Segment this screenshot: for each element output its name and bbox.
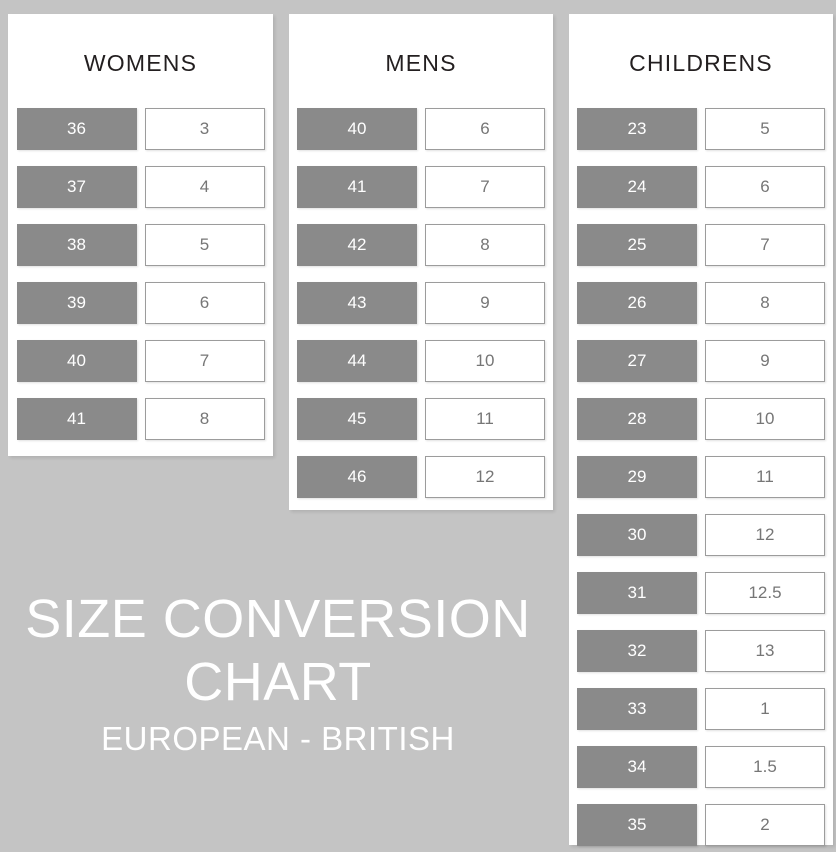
- european-size-cell: 24: [577, 166, 697, 208]
- size-row: 40 6: [297, 108, 545, 150]
- size-row: 29 11: [577, 456, 825, 498]
- title-block: SIZE CONVERSION CHART EUROPEAN - BRITISH: [0, 588, 556, 758]
- british-size-cell: 8: [144, 398, 265, 440]
- size-row: 23 5: [577, 108, 825, 150]
- british-size-cell: 9: [705, 340, 825, 382]
- british-size-cell: 10: [425, 340, 545, 382]
- size-row: 25 7: [577, 224, 825, 266]
- size-row: 41 7: [297, 166, 545, 208]
- british-size-cell: 12.5: [705, 572, 825, 614]
- british-size-cell: 5: [144, 224, 265, 266]
- european-size-cell: 40: [16, 340, 137, 382]
- british-size-cell: 4: [144, 166, 265, 208]
- british-size-cell: 12: [705, 514, 825, 556]
- size-row: 26 8: [577, 282, 825, 324]
- british-size-cell: 13: [705, 630, 825, 672]
- size-row: 42 8: [297, 224, 545, 266]
- european-size-cell: 43: [297, 282, 417, 324]
- size-row: 44 10: [297, 340, 545, 382]
- european-size-cell: 35: [577, 804, 697, 846]
- european-size-cell: 28: [577, 398, 697, 440]
- european-size-cell: 46: [297, 456, 417, 498]
- british-size-cell: 3: [144, 108, 265, 150]
- british-size-cell: 9: [425, 282, 545, 324]
- size-row: 45 11: [297, 398, 545, 440]
- size-row: 32 13: [577, 630, 825, 672]
- size-row: 34 1.5: [577, 746, 825, 788]
- european-size-cell: 39: [16, 282, 137, 324]
- size-row: 28 10: [577, 398, 825, 440]
- size-card-womens: WOMENS 36 3 37 4 38 5 39 6 40 7 41 8: [8, 14, 273, 456]
- european-size-cell: 41: [16, 398, 137, 440]
- european-size-cell: 40: [297, 108, 417, 150]
- european-size-cell: 32: [577, 630, 697, 672]
- british-size-cell: 7: [425, 166, 545, 208]
- british-size-cell: 1: [705, 688, 825, 730]
- size-row: 38 5: [16, 224, 265, 266]
- european-size-cell: 34: [577, 746, 697, 788]
- size-row: 24 6: [577, 166, 825, 208]
- size-row: 30 12: [577, 514, 825, 556]
- european-size-cell: 33: [577, 688, 697, 730]
- card-heading-mens: MENS: [385, 50, 457, 76]
- size-row: 27 9: [577, 340, 825, 382]
- european-size-cell: 37: [16, 166, 137, 208]
- main-title-line-2: CHART: [184, 652, 372, 713]
- main-title-line-1: SIZE CONVERSION: [25, 589, 531, 649]
- size-row-list-childrens: 23 5 24 6 25 7 26 8 27 9 28 10 29 11 30 12 31 12.5 32 13 33 1…: [569, 108, 833, 846]
- size-card-mens: MENS 40 6 41 7 42 8 43 9 44 10 45 11 46 12: [289, 14, 553, 510]
- european-size-cell: 30: [577, 514, 697, 556]
- british-size-cell: 12: [425, 456, 545, 498]
- british-size-cell: 6: [425, 108, 545, 150]
- european-size-cell: 23: [577, 108, 697, 150]
- size-row: 46 12: [297, 456, 545, 498]
- british-size-cell: 11: [425, 398, 545, 440]
- european-size-cell: 45: [297, 398, 417, 440]
- british-size-cell: 7: [705, 224, 825, 266]
- subtitle: EUROPEAN - BRITISH: [101, 720, 455, 758]
- european-size-cell: 29: [577, 456, 697, 498]
- european-size-cell: 31: [577, 572, 697, 614]
- british-size-cell: 6: [144, 282, 265, 324]
- british-size-cell: 2: [705, 804, 825, 846]
- european-size-cell: 27: [577, 340, 697, 382]
- size-row-list-womens: 36 3 37 4 38 5 39 6 40 7 41 8: [8, 108, 273, 440]
- european-size-cell: 44: [297, 340, 417, 382]
- size-row-list-mens: 40 6 41 7 42 8 43 9 44 10 45 11 46 12: [289, 108, 553, 498]
- british-size-cell: 8: [425, 224, 545, 266]
- european-size-cell: 25: [577, 224, 697, 266]
- british-size-cell: 8: [705, 282, 825, 324]
- european-size-cell: 42: [297, 224, 417, 266]
- european-size-cell: 26: [577, 282, 697, 324]
- size-row: 40 7: [16, 340, 265, 382]
- size-row: 37 4: [16, 166, 265, 208]
- british-size-cell: 10: [705, 398, 825, 440]
- british-size-cell: 7: [144, 340, 265, 382]
- main-title: SIZE CONVERSION CHART: [0, 588, 556, 714]
- size-row: 33 1: [577, 688, 825, 730]
- card-heading-womens: WOMENS: [83, 50, 198, 76]
- size-row: 43 9: [297, 282, 545, 324]
- european-size-cell: 36: [16, 108, 137, 150]
- british-size-cell: 6: [705, 166, 825, 208]
- size-row: 35 2: [577, 804, 825, 846]
- size-row: 41 8: [16, 398, 265, 440]
- size-row: 36 3: [16, 108, 265, 150]
- size-card-childrens: CHILDRENS 23 5 24 6 25 7 26 8 27 9 28 10 29 11 30 12 31 1…: [569, 14, 833, 846]
- card-heading-childrens: CHILDRENS: [629, 50, 773, 76]
- size-row: 39 6: [16, 282, 265, 324]
- european-size-cell: 38: [16, 224, 137, 266]
- british-size-cell: 1.5: [705, 746, 825, 788]
- size-row: 31 12.5: [577, 572, 825, 614]
- british-size-cell: 11: [705, 456, 825, 498]
- european-size-cell: 41: [297, 166, 417, 208]
- british-size-cell: 5: [705, 108, 825, 150]
